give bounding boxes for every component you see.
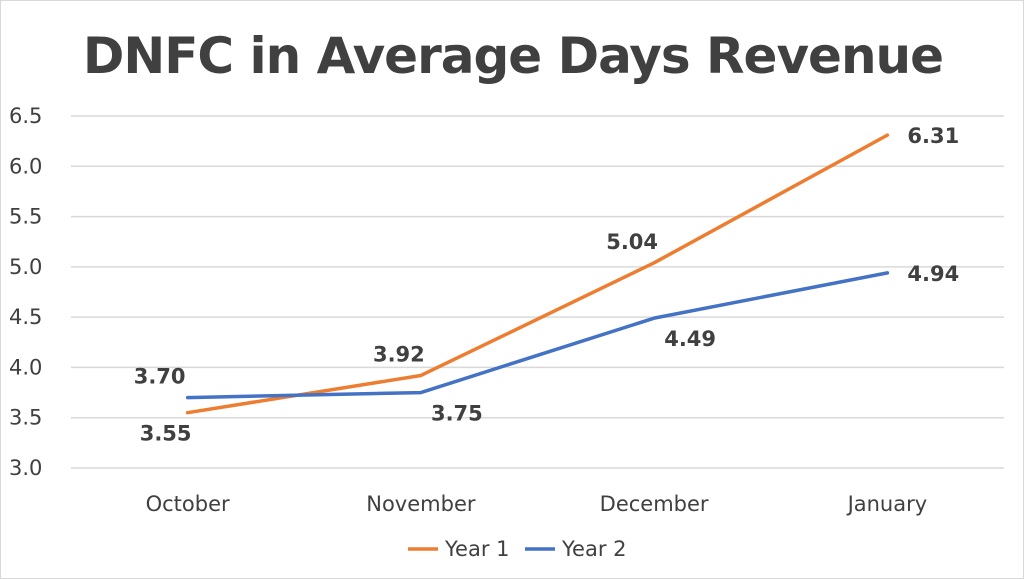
series xyxy=(185,133,890,415)
data-label: 3.75 xyxy=(431,402,483,426)
data-label: 6.31 xyxy=(907,124,959,148)
y-tick-label: 5.5 xyxy=(9,205,42,229)
y-tick-label: 3.5 xyxy=(9,406,42,430)
data-label: 4.94 xyxy=(907,262,959,286)
chart-title: DNFC in Average Days Revenue xyxy=(83,27,943,85)
x-axis: October November December January xyxy=(146,492,928,516)
legend-label: Year 2 xyxy=(561,537,627,561)
x-tick-label: October xyxy=(146,492,230,516)
data-labels: 3.55 3.92 5.04 6.31 3.70 3.75 4.49 4.94 xyxy=(134,124,959,446)
legend-label: Year 1 xyxy=(444,537,510,561)
y-tick-label: 6.5 xyxy=(9,104,42,128)
y-tick-label: 4.5 xyxy=(9,305,42,329)
y-axis: 3.0 3.5 4.0 4.5 5.0 5.5 6.0 6.5 xyxy=(9,104,42,480)
data-label: 4.49 xyxy=(664,327,716,351)
y-tick-label: 6.0 xyxy=(9,154,42,178)
x-tick-label: December xyxy=(600,492,709,516)
data-label: 5.04 xyxy=(606,230,658,254)
data-label: 3.92 xyxy=(373,342,425,366)
data-label: 3.55 xyxy=(140,422,192,446)
x-tick-label: November xyxy=(366,492,476,516)
gridlines xyxy=(71,115,1004,469)
legend: Year 1 Year 2 xyxy=(408,537,627,561)
x-tick-label: January xyxy=(846,492,928,516)
data-label: 3.70 xyxy=(134,365,186,389)
series-line-2 xyxy=(185,271,890,400)
y-tick-label: 4.0 xyxy=(9,355,42,379)
y-tick-label: 3.0 xyxy=(9,456,42,480)
series-line-1 xyxy=(185,133,890,415)
y-tick-label: 5.0 xyxy=(9,255,42,279)
